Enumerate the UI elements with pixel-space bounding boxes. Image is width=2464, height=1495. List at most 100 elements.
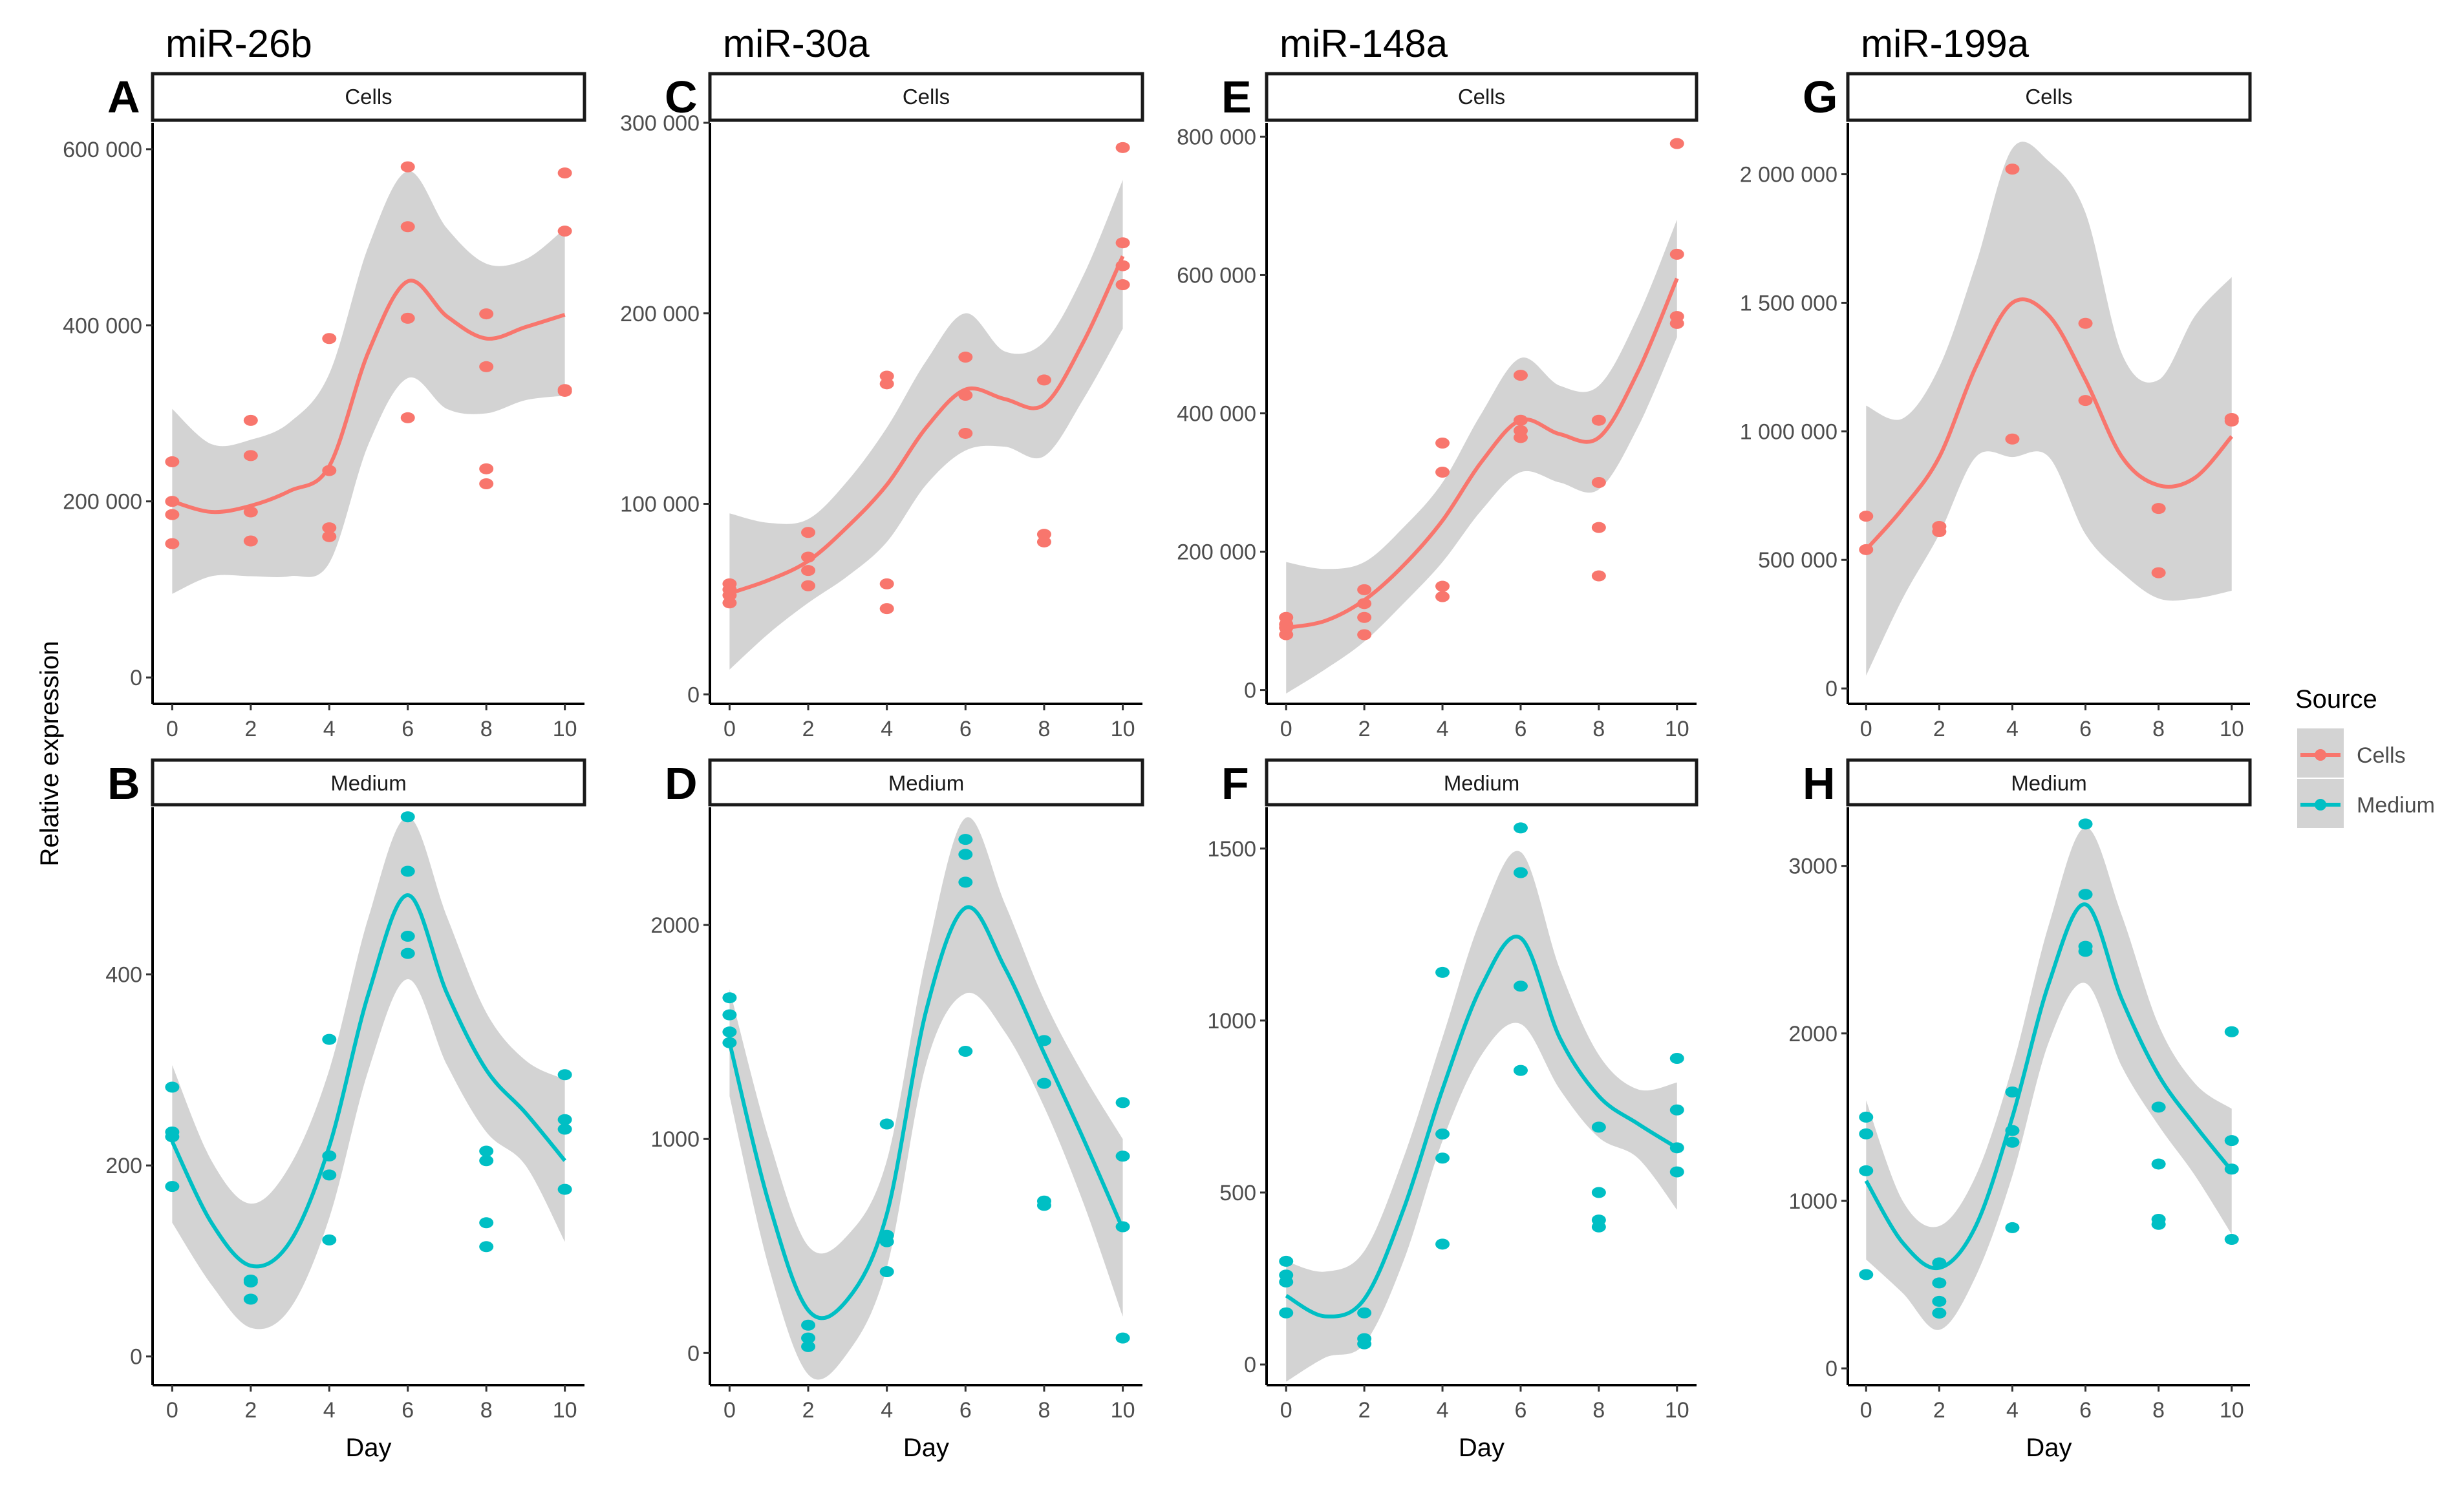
data-point: [1357, 611, 1372, 623]
x-tick-label: 0: [166, 1398, 178, 1423]
data-point: [1932, 525, 1947, 537]
facet-strip: [1265, 72, 1698, 122]
facet-label: Medium: [330, 771, 406, 795]
facet-label: Cells: [345, 85, 392, 109]
y-tick-label: 0: [1244, 1353, 1256, 1377]
data-point: [479, 1155, 494, 1167]
data-point: [1279, 629, 1294, 641]
y-tick-label: 0: [1825, 1357, 1837, 1381]
data-point: [557, 1069, 572, 1081]
data-point: [165, 509, 180, 520]
y-tick-label: 0: [1244, 679, 1256, 703]
y-tick-label: 2 000 000: [1740, 163, 1837, 187]
data-point: [243, 535, 258, 547]
data-point: [322, 531, 337, 542]
smooth-line: [727, 905, 1125, 1320]
data-point: [801, 1319, 816, 1331]
y-tick-label: 1000: [1207, 1009, 1256, 1034]
data-point: [722, 1026, 737, 1038]
data-point: [879, 378, 894, 390]
x-tick-label: 8: [1038, 717, 1050, 741]
smooth-line: [1285, 935, 1678, 1319]
data-point: [2151, 1158, 2166, 1170]
legend-title: Source: [2295, 685, 2377, 714]
y-tick-label: 400 000: [63, 313, 142, 338]
data-point: [400, 930, 415, 942]
x-tick-label: 4: [1437, 1398, 1449, 1423]
data-point: [1513, 981, 1528, 992]
confidence-ribbon: [172, 171, 565, 594]
panel-h: H Medium 0 1000 2000 3000 0 2 4 6 8 10 Day: [1788, 758, 2252, 1462]
data-point: [879, 1118, 894, 1130]
data-point: [879, 370, 894, 382]
data-point: [879, 603, 894, 615]
confidence-ribbon: [1286, 219, 1677, 694]
y-tick-label: 1 500 000: [1740, 291, 1837, 315]
data-point: [479, 361, 494, 372]
x-tick-label: 10: [2220, 717, 2244, 741]
data-point: [801, 527, 816, 538]
data-point: [1435, 1152, 1450, 1164]
data-point: [1513, 867, 1528, 878]
data-point: [1932, 1277, 1947, 1289]
data-point: [1357, 584, 1372, 595]
panel-f: F Medium 0 500 1000 1500 0 2 4 6 8 10 Day: [1207, 758, 1698, 1462]
panel-label: E: [1221, 72, 1252, 122]
data-point: [557, 1183, 572, 1195]
data-point: [958, 1045, 973, 1057]
data-point: [2224, 415, 2239, 427]
facet-strip: [151, 758, 586, 807]
data-point: [958, 352, 973, 363]
y-tick-label: 200 000: [1177, 540, 1256, 565]
x-tick-label: 2: [244, 717, 257, 741]
data-point: [1669, 1166, 1684, 1178]
facet-label: Medium: [1444, 771, 1519, 795]
data-point: [801, 1332, 816, 1344]
confidence-ribbon: [1286, 851, 1677, 1382]
y-axis-label: Relative expression: [36, 641, 64, 866]
panel-c: miR-30a C Cells 0 100 000 200 000 300 000 0 2 4 6 8…: [620, 22, 1144, 741]
data-point: [879, 1266, 894, 1278]
data-point: [243, 1276, 258, 1288]
y-tick-label: 600 000: [63, 138, 142, 162]
y-tick-label: 0: [130, 1345, 142, 1370]
x-tick-label: 8: [2152, 717, 2165, 741]
data-point: [1115, 142, 1130, 153]
data-point: [1115, 1332, 1130, 1344]
data-point: [801, 565, 816, 577]
data-point: [479, 463, 494, 474]
smooth-line: [1865, 297, 2234, 551]
data-point: [722, 1009, 737, 1021]
x-axis-label: Day: [903, 1434, 949, 1462]
x-tick-label: 6: [2079, 717, 2092, 741]
x-tick-label: 6: [1514, 717, 1527, 741]
data-point: [243, 414, 258, 426]
x-tick-label: 10: [1111, 1398, 1135, 1423]
data-point: [1279, 1276, 1294, 1288]
data-point: [2005, 1222, 2020, 1233]
data-point: [801, 580, 816, 591]
smooth-line: [729, 255, 1125, 595]
data-point: [2078, 889, 2093, 900]
x-tick-label: 0: [1860, 1398, 1872, 1423]
data-point: [722, 597, 737, 609]
data-point: [1932, 1308, 1947, 1319]
data-point: [557, 1123, 572, 1135]
confidence-ribbon: [1866, 142, 2232, 676]
data-point: [322, 1234, 337, 1246]
data-point: [479, 1217, 494, 1229]
y-tick-label: 0: [687, 683, 700, 707]
data-point: [1357, 629, 1372, 641]
data-point: [958, 427, 973, 439]
x-tick-label: 0: [166, 717, 178, 741]
data-point: [1036, 374, 1051, 386]
data-point: [1669, 138, 1684, 149]
data-point: [2151, 1101, 2166, 1113]
data-point: [1859, 1165, 1874, 1176]
panel-label: G: [1803, 72, 1837, 122]
x-tick-label: 8: [1038, 1398, 1050, 1423]
panel-label: A: [107, 72, 140, 122]
y-tick-label: 500 000: [1758, 548, 1837, 573]
